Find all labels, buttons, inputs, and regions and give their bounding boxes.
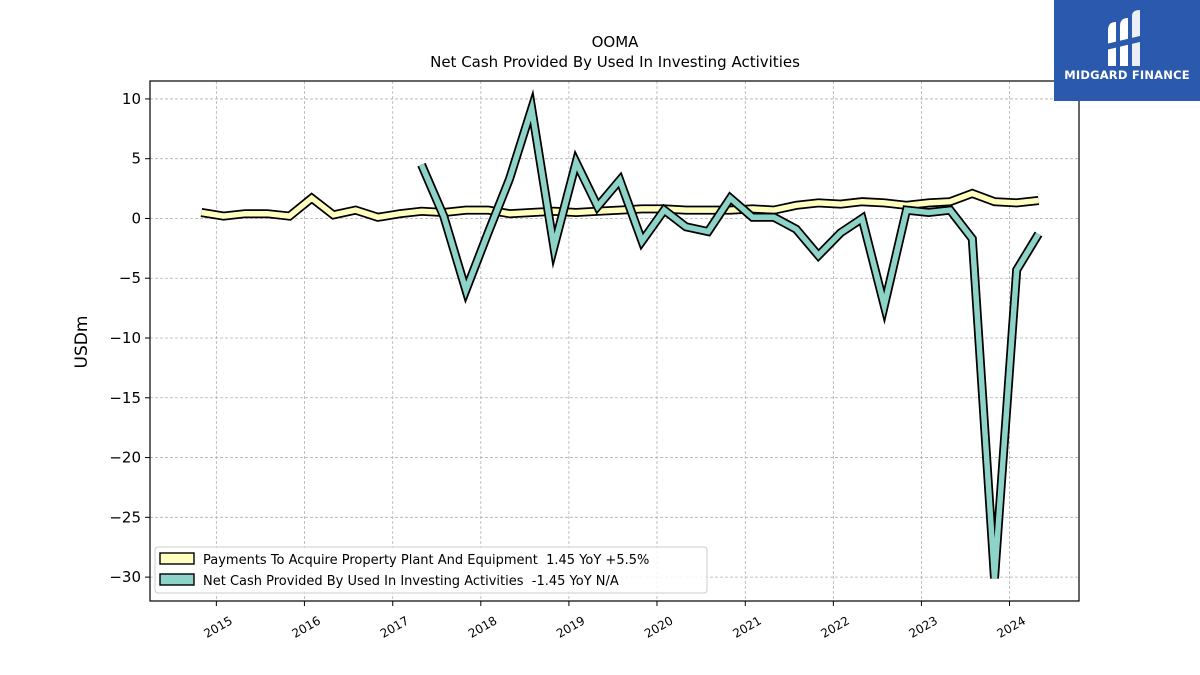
series-layer — [200, 88, 1043, 579]
logo-text: MIDGARD FINANCE — [1064, 68, 1190, 82]
chart-subtitle: Net Cash Provided By Used In Investing A… — [430, 53, 800, 71]
x-tick-label: 2022 — [818, 613, 851, 640]
x-tick-label: 2023 — [906, 613, 939, 640]
x-axis-ticks: 2015 2016 2017 2018 2019 2020 2021 2022 2023 2024 — [201, 601, 1028, 641]
x-tick-label: 2018 — [466, 613, 499, 640]
legend-label-net-cash: Net Cash Provided By Used In Investing A… — [203, 574, 619, 589]
x-tick-label: 2024 — [995, 613, 1028, 640]
y-tick-label: −10 — [109, 329, 141, 347]
midgard-logo-icon — [1106, 10, 1148, 66]
series-line-payments-fill — [200, 190, 1039, 221]
grid-lines — [150, 81, 1079, 601]
y-axis-ticks: 10 5 0 −5 −10 −15 −20 −25 −30 — [109, 90, 150, 586]
legend: Payments To Acquire Property Plant And E… — [154, 546, 708, 594]
x-tick-label: 2021 — [730, 613, 763, 640]
y-tick-label: 5 — [131, 150, 141, 168]
x-tick-label: 2017 — [378, 613, 411, 640]
y-tick-label: −30 — [109, 568, 141, 586]
legend-label-payments: Payments To Acquire Property Plant And E… — [203, 553, 649, 568]
plot-frame — [149, 80, 1080, 602]
y-tick-label: −20 — [109, 449, 141, 467]
x-tick-label: 2020 — [642, 613, 675, 640]
series-line-net-cash — [417, 88, 1043, 579]
series-line-net-cash-fill — [418, 96, 1041, 579]
x-tick-label: 2015 — [201, 613, 234, 640]
x-tick-label: 2016 — [289, 613, 322, 640]
legend-swatch-payments — [159, 552, 195, 565]
chart-title: OOMA — [592, 33, 640, 51]
y-tick-label: 0 — [131, 209, 141, 227]
y-tick-label: −15 — [109, 389, 141, 407]
y-tick-label: 10 — [122, 90, 141, 108]
series-line-payments — [200, 188, 1039, 222]
x-tick-label: 2019 — [554, 613, 587, 640]
legend-swatch-net-cash — [159, 573, 195, 586]
series-line-net-cash-outline — [417, 88, 1043, 579]
legend-frame — [154, 546, 708, 594]
midgard-finance-logo: MIDGARD FINANCE — [1054, 0, 1200, 101]
y-axis-label: USDm — [72, 316, 92, 369]
y-tick-label: −5 — [119, 269, 141, 287]
y-tick-label: −25 — [109, 508, 141, 526]
